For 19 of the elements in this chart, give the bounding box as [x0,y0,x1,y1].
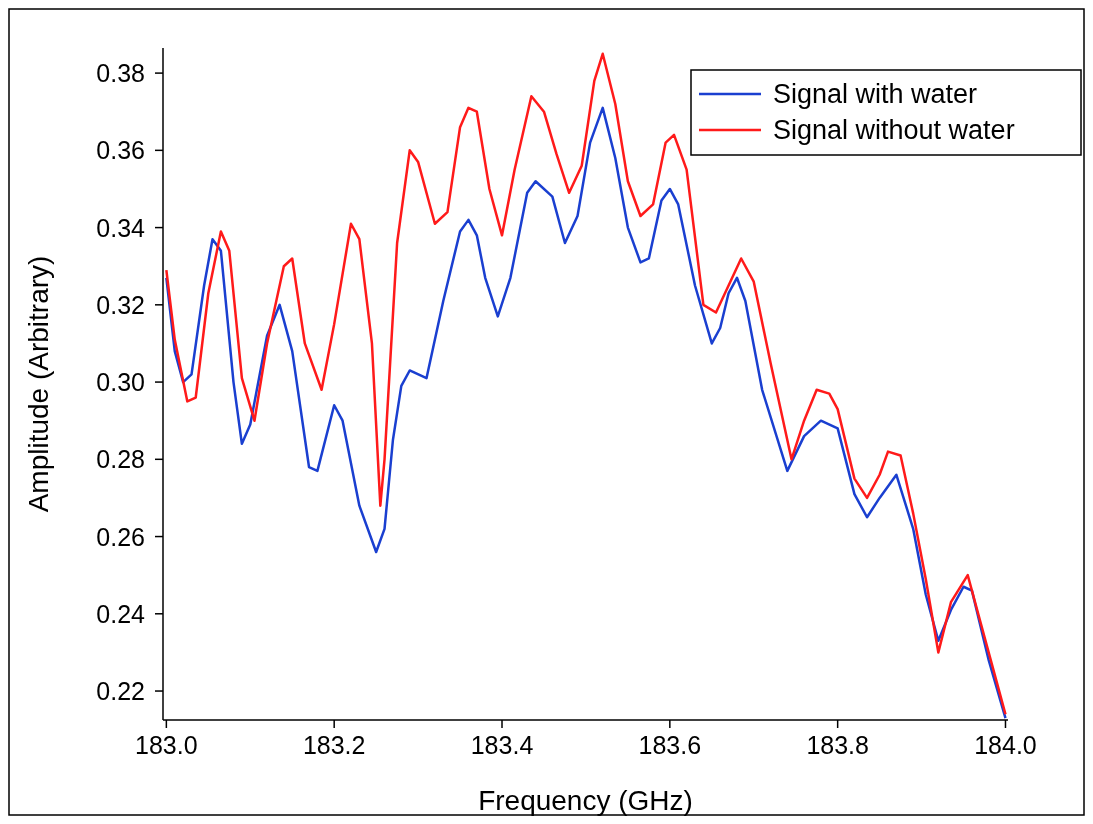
x-tick-label: 183.2 [302,731,366,759]
x-tick-label: 183.4 [470,731,534,759]
y-tick-label: 0.38 [96,59,145,88]
y-tick-label: 0.32 [96,290,145,319]
legend-label: Signal without water [773,115,1015,145]
x-tick-label: 184.0 [974,731,1037,759]
x-tick-label: 183.6 [638,731,702,759]
y-tick-label: 0.34 [96,213,146,242]
y-tick-label: 0.22 [96,677,145,706]
y-tick-label: 0.30 [96,368,145,397]
y-tick-label: 0.36 [96,136,145,165]
y-axis-title: Amplitude (Arbitrary) [23,255,54,513]
x-tick-label: 183.8 [806,731,869,759]
y-tick-label: 0.24 [96,599,146,628]
x-axis-title: Frequency (GHz) [478,785,693,816]
legend-label: Signal with water [773,79,978,109]
y-tick-label: 0.28 [96,445,145,474]
y-tick-label: 0.26 [96,522,145,551]
x-tick-label: 183.0 [135,731,198,759]
